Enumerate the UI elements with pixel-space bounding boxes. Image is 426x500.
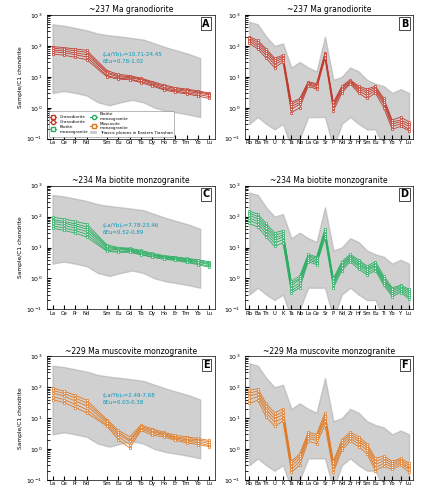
Title: ~229 Ma muscovite monzogranite: ~229 Ma muscovite monzogranite [65, 346, 197, 356]
Title: ~234 Ma biotite monzogranite: ~234 Ma biotite monzogranite [72, 176, 190, 185]
Title: ~234 Ma biotite monzogranite: ~234 Ma biotite monzogranite [271, 176, 388, 185]
Y-axis label: Sample/C1 chondrite: Sample/C1 chondrite [18, 388, 23, 449]
Text: A: A [202, 18, 210, 28]
Title: ~237 Ma granodiorite: ~237 Ma granodiorite [89, 5, 173, 14]
Text: D: D [400, 190, 408, 200]
Text: F: F [402, 360, 408, 370]
Text: C: C [203, 190, 210, 200]
Y-axis label: Sample/C1 chondrite: Sample/C1 chondrite [18, 46, 23, 108]
Title: ~229 Ma muscovite monzogranite: ~229 Ma muscovite monzogranite [263, 346, 395, 356]
Y-axis label: Sample/C1 chondrite: Sample/C1 chondrite [18, 216, 23, 278]
Title: ~237 Ma granodiorite: ~237 Ma granodiorite [287, 5, 371, 14]
Text: E: E [203, 360, 210, 370]
Text: (La/Yb)ₙ=7.78-23.46
δEu=0.52-0.89: (La/Yb)ₙ=7.78-23.46 δEu=0.52-0.89 [102, 223, 158, 235]
Text: B: B [401, 18, 408, 28]
Text: (La/Yb)ₙ=2.49-7.68
δEu=0.03-0.38: (La/Yb)ₙ=2.49-7.68 δEu=0.03-0.38 [102, 394, 155, 406]
Legend: Granodiorite, Granodiorite, Biotite
monzogranite, Biotite
monzogranite, Muscovit: Granodiorite, Granodiorite, Biotite monz… [49, 111, 174, 136]
Text: (La/Yb)ₙ=10.71-24.45
δEu=0.78-1.02: (La/Yb)ₙ=10.71-24.45 δEu=0.78-1.02 [102, 52, 162, 64]
